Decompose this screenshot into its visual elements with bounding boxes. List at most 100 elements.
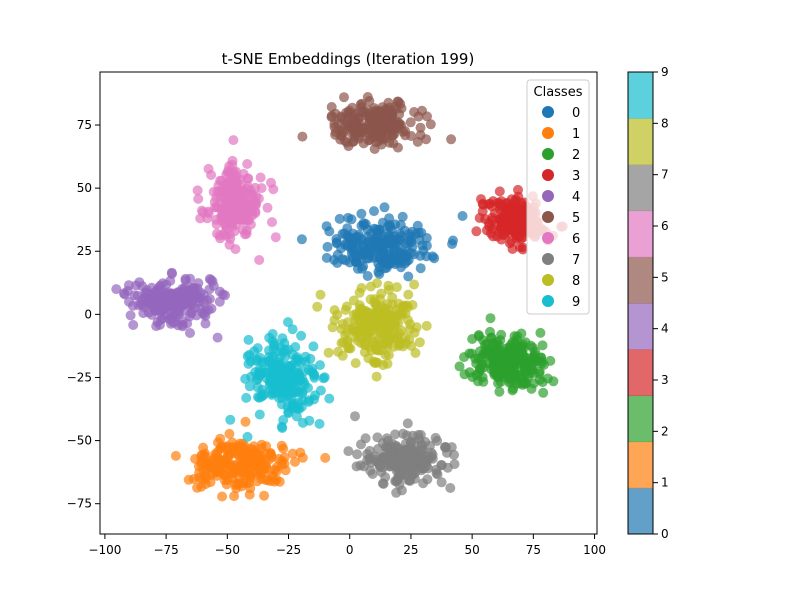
scatter-point-class-9 <box>283 407 294 418</box>
legend-marker-6 <box>542 232 554 244</box>
scatter-point-class-7 <box>436 477 447 488</box>
x-tick-label: 100 <box>583 543 606 557</box>
legend-label-0: 0 <box>572 106 580 121</box>
colorbar-tick-label: 0 <box>661 527 669 541</box>
scatter-point-class-4 <box>167 317 178 328</box>
scatter-point-class-4 <box>111 284 122 295</box>
scatter-point-class-9 <box>277 423 288 433</box>
scatter-point-class-9 <box>278 347 289 358</box>
scatter-point-class-3 <box>487 215 498 226</box>
scatter-point-class-0 <box>390 219 401 230</box>
scatter-point-class-9 <box>315 360 325 371</box>
x-tick-label: 50 <box>464 543 479 557</box>
scatter-point-class-7 <box>415 429 426 440</box>
scatter-point-class-0 <box>394 234 405 245</box>
scatter-point-class-8 <box>399 301 410 312</box>
scatter-point-class-0 <box>347 243 358 254</box>
scatter-point-class-0 <box>356 208 367 219</box>
scatter-point-class-1 <box>261 463 272 474</box>
x-tick-label: 75 <box>526 543 541 557</box>
scatter-points <box>111 92 568 502</box>
scatter-point-class-1 <box>211 450 221 461</box>
scatter-point-class-9 <box>308 341 319 352</box>
colorbar-tick-label: 2 <box>661 424 669 438</box>
scatter-point-class-9 <box>267 329 278 339</box>
scatter-point-class-2 <box>485 313 496 324</box>
scatter-point-class-7 <box>442 447 452 458</box>
scatter-point-class-9 <box>291 411 302 422</box>
x-tick-label: −100 <box>88 543 121 557</box>
colorbar-frame <box>627 71 654 535</box>
scatter-point-class-4 <box>167 268 177 279</box>
scatter-point-class-0 <box>398 248 409 259</box>
colorbar-segment-0 <box>628 487 653 535</box>
scatter-point-class-0 <box>429 253 440 264</box>
scatter-point-class-9 <box>243 358 254 369</box>
scatter-point-class-8 <box>391 282 402 293</box>
scatter-point-class-2 <box>524 368 535 379</box>
scatter-point-class-1 <box>201 457 212 468</box>
scatter-point-class-6 <box>254 255 265 265</box>
scatter-point-class-8 <box>327 322 338 333</box>
scatter-point-class-1 <box>239 441 250 452</box>
scatter-point-class-8 <box>337 350 348 361</box>
scatter-point-class-4 <box>204 284 215 295</box>
scatter-point-class-7 <box>393 443 404 454</box>
scatter-point-class-6 <box>266 177 276 188</box>
scatter-point-class-1 <box>235 464 246 475</box>
scatter-point-class-0 <box>397 211 408 222</box>
scatter-point-class-0 <box>362 271 373 281</box>
scatter-point-class-5 <box>413 111 424 122</box>
scatter-point-class-8 <box>341 301 352 312</box>
scatter-point-class-2 <box>486 332 497 343</box>
scatter-point-class-6 <box>242 189 253 200</box>
scatter-point-class-7 <box>364 445 375 456</box>
scatter-point-class-7 <box>399 465 410 476</box>
scatter-point-class-1 <box>279 452 290 463</box>
scatter-point-class-5 <box>338 126 349 137</box>
scatter-point-class-9 <box>292 355 303 366</box>
scatter-point-class-9 <box>242 431 253 442</box>
scatter-point-class-5 <box>326 102 337 112</box>
scatter-point-class-9 <box>268 387 279 398</box>
scatter-point-class-8 <box>369 321 380 332</box>
scatter-point-class-7 <box>445 483 456 493</box>
x-tick-label: 25 <box>403 543 418 557</box>
legend-marker-3 <box>542 169 554 181</box>
scatter-point-class-5 <box>446 134 457 145</box>
scatter-point-class-5 <box>415 122 426 133</box>
scatter-point-class-9 <box>287 324 298 335</box>
scatter-point-class-7 <box>381 442 392 453</box>
scatter-point-class-5 <box>297 131 308 142</box>
scatter-point-class-2 <box>509 331 520 342</box>
colorbar-tick-label: 8 <box>661 116 669 130</box>
scatter-point-class-8 <box>315 289 326 300</box>
scatter-point-class-8 <box>384 284 394 295</box>
scatter-point-class-1 <box>242 449 253 460</box>
scatter-point-class-4 <box>212 332 223 343</box>
scatter-point-class-4 <box>173 288 184 298</box>
scatter-point-class-4 <box>176 300 186 311</box>
scatter-point-class-7 <box>390 476 401 487</box>
scatter-point-class-2 <box>473 376 483 387</box>
scatter-point-class-4 <box>136 295 147 306</box>
scatter-point-class-8 <box>376 345 387 356</box>
y-tick-label: −75 <box>67 497 92 511</box>
x-tick-label: −25 <box>276 543 301 557</box>
scatter-point-class-6 <box>221 224 232 235</box>
scatter-point-class-0 <box>421 233 432 243</box>
scatter-point-class-1 <box>223 449 233 460</box>
scatter-point-class-9 <box>303 364 314 375</box>
scatter-point-class-7 <box>376 466 387 477</box>
scatter-point-class-0 <box>369 251 380 262</box>
scatter-point-class-0 <box>322 241 333 252</box>
scatter-point-class-5 <box>406 131 417 141</box>
scatter-point-class-4 <box>207 276 218 287</box>
scatter-point-class-5 <box>396 103 407 114</box>
scatter-point-class-9 <box>309 394 319 405</box>
scatter-point-class-2 <box>473 331 484 342</box>
scatter-point-class-4 <box>141 285 152 296</box>
scatter-point-class-8 <box>312 301 323 312</box>
scatter-point-class-6 <box>267 217 277 228</box>
scatter-point-class-1 <box>224 428 235 439</box>
